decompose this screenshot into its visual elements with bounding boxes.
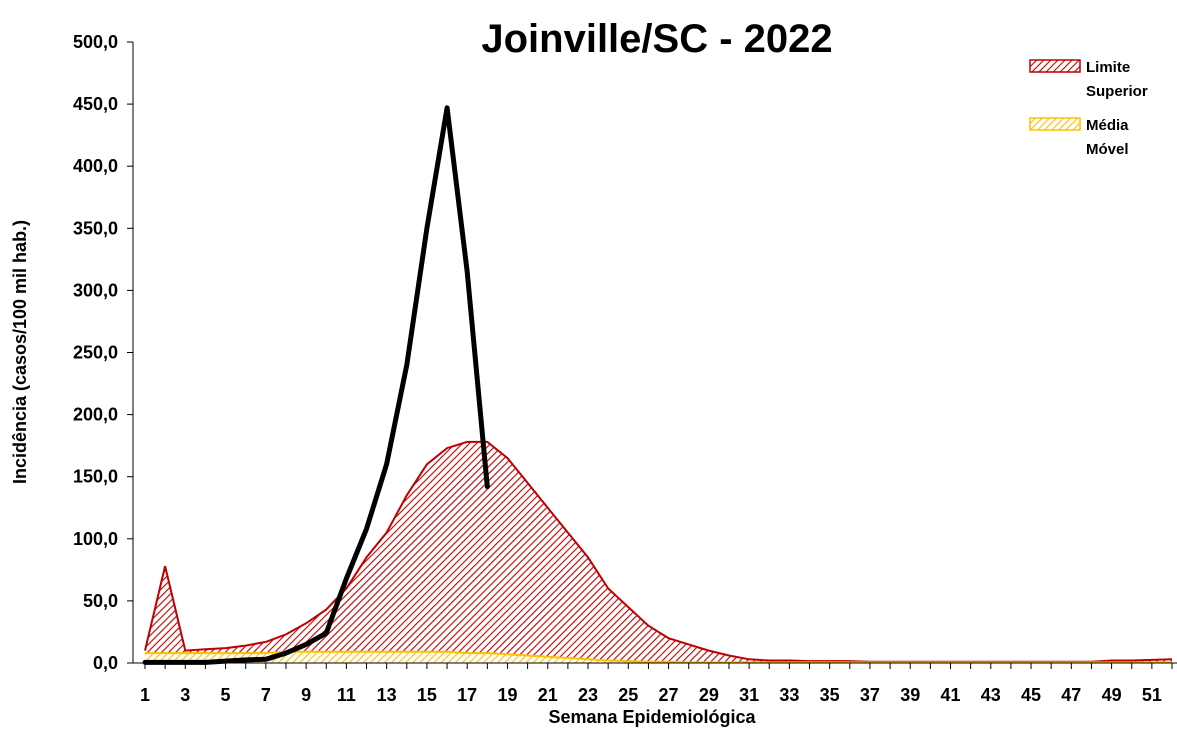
x-tick-label: 7: [261, 685, 271, 705]
series-layer: [142, 105, 1173, 665]
x-tick-label: 5: [221, 685, 231, 705]
x-tick-label: 39: [900, 685, 920, 705]
y-axis-ticks: 0,0 50,0 100,0 150,0 200,0 250,0 300,0 350,0 400…: [73, 32, 133, 673]
x-tick-label: 51: [1142, 685, 1162, 705]
legend: Limite Superior Média Móvel: [1029, 59, 1148, 158]
x-tick-label: 21: [538, 685, 558, 705]
legend-label: Móvel: [1086, 141, 1129, 158]
chart-title: Joinville/SC - 2022: [481, 17, 832, 61]
x-tick-label: 29: [699, 685, 719, 705]
x-tick-label: 47: [1061, 685, 1081, 705]
x-tick-label: 9: [301, 685, 311, 705]
legend-label: Superior: [1086, 83, 1148, 100]
x-tick-label: 13: [377, 685, 397, 705]
x-tick-label: 33: [779, 685, 799, 705]
y-tick-label: 150,0: [73, 467, 118, 487]
y-tick-label: 500,0: [73, 32, 118, 52]
x-tick-label: 43: [981, 685, 1001, 705]
x-tick-label: 15: [417, 685, 437, 705]
y-axis-title: Incidência (casos/100 mil hab.): [10, 220, 30, 484]
x-tick-label: 1: [140, 685, 150, 705]
legend-label: Média: [1086, 117, 1129, 134]
x-tick-label: 35: [820, 685, 840, 705]
incidence-line: [142, 105, 490, 665]
y-tick-label: 50,0: [83, 591, 118, 611]
y-tick-label: 450,0: [73, 94, 118, 114]
x-axis-title: Semana Epidemiológica: [548, 707, 756, 727]
legend-label: Limite: [1086, 59, 1130, 76]
y-tick-label: 0,0: [93, 653, 118, 673]
y-tick-label: 400,0: [73, 156, 118, 176]
x-tick-label: 11: [337, 685, 356, 705]
legend-swatch: [1029, 59, 1081, 73]
y-tick-label: 200,0: [73, 405, 118, 425]
x-tick-label: 3: [180, 685, 190, 705]
series-area-1: [145, 651, 1172, 663]
y-tick-label: 250,0: [73, 343, 118, 363]
x-tick-label: 17: [457, 685, 477, 705]
y-tick-label: 300,0: [73, 280, 118, 300]
y-tick-label: 100,0: [73, 529, 118, 549]
series-area-0: [145, 441, 1172, 663]
x-axis-ticks: 1 3 5 7 9 11 13 15 17 19 21 23 25 27 29 31 33 35 37 39 41 43 4…: [140, 663, 1173, 705]
x-tick-label: 19: [497, 685, 517, 705]
x-tick-label: 23: [578, 685, 598, 705]
x-tick-label: 37: [860, 685, 880, 705]
legend-swatch: [1029, 117, 1081, 131]
x-tick-label: 31: [739, 685, 759, 705]
series-line-1: [145, 650, 1172, 664]
x-tick-label: 41: [940, 685, 960, 705]
x-tick-label: 25: [618, 685, 638, 705]
x-tick-label: 49: [1102, 685, 1122, 705]
x-tick-label: 45: [1021, 685, 1041, 705]
x-tick-label: 27: [659, 685, 679, 705]
y-tick-label: 350,0: [73, 218, 118, 238]
